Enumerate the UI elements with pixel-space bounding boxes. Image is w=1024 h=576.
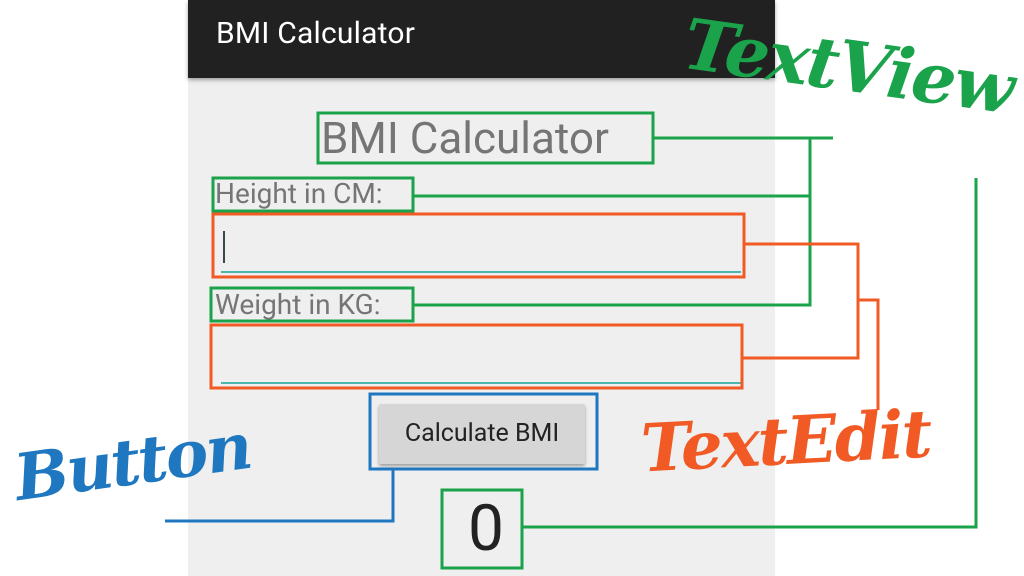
text-cursor	[223, 231, 225, 263]
app-bar: BMI Calculator	[188, 0, 775, 78]
calculate-bmi-button[interactable]: Calculate BMI	[379, 404, 585, 464]
textedit-connector-label	[858, 298, 880, 410]
height-input[interactable]	[221, 225, 741, 273]
height-label-textview: Height in CM:	[215, 177, 383, 210]
textedit-callout-label: TextEdit	[639, 394, 933, 488]
app-bar-title: BMI Calculator	[216, 16, 416, 51]
main-title-textview: BMI Calculator	[321, 112, 609, 164]
weight-label-textview: Weight in KG:	[215, 288, 381, 321]
phone-screen: BMI Calculator BMI Calculator Height in …	[188, 0, 775, 576]
bmi-result-textview: 0	[468, 491, 504, 566]
weight-input[interactable]	[221, 336, 741, 384]
